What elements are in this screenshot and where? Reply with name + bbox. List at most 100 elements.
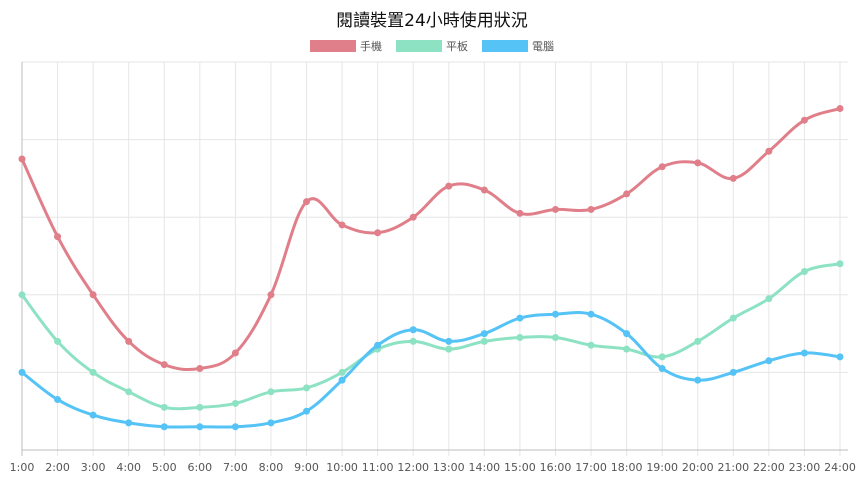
chart-title: 閱讀裝置24小時使用狀況 — [336, 10, 528, 31]
legend: 手機 平板 電腦 — [310, 39, 554, 53]
data-point — [196, 423, 204, 431]
data-point — [125, 337, 133, 345]
data-point — [160, 361, 168, 369]
data-point — [445, 337, 453, 345]
data-point — [587, 310, 595, 318]
data-point — [409, 326, 417, 334]
data-point — [623, 345, 631, 353]
x-tick-label: 2:00 — [45, 461, 70, 474]
x-tick-label: 16:00 — [540, 461, 572, 474]
data-point — [445, 345, 453, 353]
data-point — [303, 384, 311, 392]
series-1 — [18, 105, 844, 373]
data-point — [18, 155, 26, 163]
legend-swatch — [396, 40, 442, 52]
data-point — [231, 423, 239, 431]
data-point — [54, 337, 62, 345]
x-tick-label: 1:00 — [10, 461, 35, 474]
data-point — [729, 174, 737, 182]
data-point — [800, 268, 808, 276]
data-point — [160, 403, 168, 411]
data-point — [765, 357, 773, 365]
data-point — [267, 388, 275, 396]
x-tick-label: 7:00 — [223, 461, 248, 474]
x-tick-label: 17:00 — [575, 461, 607, 474]
x-tick-label: 4:00 — [116, 461, 141, 474]
data-point — [480, 330, 488, 338]
data-point — [89, 411, 97, 419]
data-point — [516, 314, 524, 322]
x-tick-label: 21:00 — [717, 461, 749, 474]
data-point — [374, 341, 382, 349]
data-point — [551, 333, 559, 341]
x-tick-label: 5:00 — [152, 461, 177, 474]
series-3 — [18, 310, 844, 431]
x-tick-label: 15:00 — [504, 461, 536, 474]
data-point — [836, 353, 844, 361]
data-point — [54, 233, 62, 241]
data-point — [480, 186, 488, 194]
data-point — [196, 365, 204, 373]
data-point — [516, 333, 524, 341]
legend-swatch — [482, 40, 528, 52]
data-point — [125, 419, 133, 427]
data-point — [765, 147, 773, 155]
x-tick-label: 10:00 — [326, 461, 358, 474]
data-point — [409, 337, 417, 345]
data-point — [303, 407, 311, 415]
legend-label: 手機 — [360, 39, 382, 53]
data-point — [800, 116, 808, 124]
x-tick-label: 18:00 — [611, 461, 643, 474]
data-point — [338, 221, 346, 229]
data-point — [658, 353, 666, 361]
axes — [21, 62, 848, 456]
data-point — [231, 349, 239, 357]
data-point — [89, 291, 97, 299]
data-point — [89, 368, 97, 376]
x-axis-ticks: 1:00 2:00 3:00 4:00 5:00 6:00 7:00 8:00 9:00 10:0… — [10, 461, 856, 474]
legend-item: 手機 — [310, 39, 382, 53]
data-point — [800, 349, 808, 357]
data-point — [694, 159, 702, 167]
data-point — [445, 182, 453, 190]
data-point — [409, 213, 417, 221]
data-point — [836, 260, 844, 268]
data-point — [587, 205, 595, 213]
x-tick-label: 13:00 — [433, 461, 465, 474]
data-point — [18, 291, 26, 299]
x-tick-label: 6:00 — [187, 461, 212, 474]
data-point — [303, 198, 311, 206]
grid — [21, 61, 848, 456]
data-point — [267, 419, 275, 427]
x-tick-label: 24:00 — [824, 461, 856, 474]
data-point — [338, 368, 346, 376]
data-point — [551, 205, 559, 213]
data-point — [729, 314, 737, 322]
x-tick-label: 23:00 — [789, 461, 821, 474]
legend-label: 電腦 — [532, 39, 554, 53]
data-point — [587, 341, 595, 349]
data-point — [694, 337, 702, 345]
data-point — [54, 396, 62, 404]
x-tick-label: 9:00 — [294, 461, 319, 474]
series-layer — [18, 105, 844, 431]
data-point — [551, 310, 559, 318]
data-point — [729, 368, 737, 376]
data-point — [338, 376, 346, 384]
data-point — [125, 388, 133, 396]
x-tick-label: 22:00 — [753, 461, 785, 474]
data-point — [267, 291, 275, 299]
data-point — [516, 209, 524, 217]
data-point — [765, 295, 773, 303]
data-point — [196, 403, 204, 411]
legend-label: 平板 — [446, 39, 468, 53]
legend-swatch — [310, 40, 356, 52]
x-tick-label: 3:00 — [81, 461, 106, 474]
legend-item: 平板 — [396, 39, 468, 53]
data-point — [694, 376, 702, 384]
series-2 — [18, 260, 844, 411]
data-point — [231, 399, 239, 407]
data-point — [623, 190, 631, 198]
